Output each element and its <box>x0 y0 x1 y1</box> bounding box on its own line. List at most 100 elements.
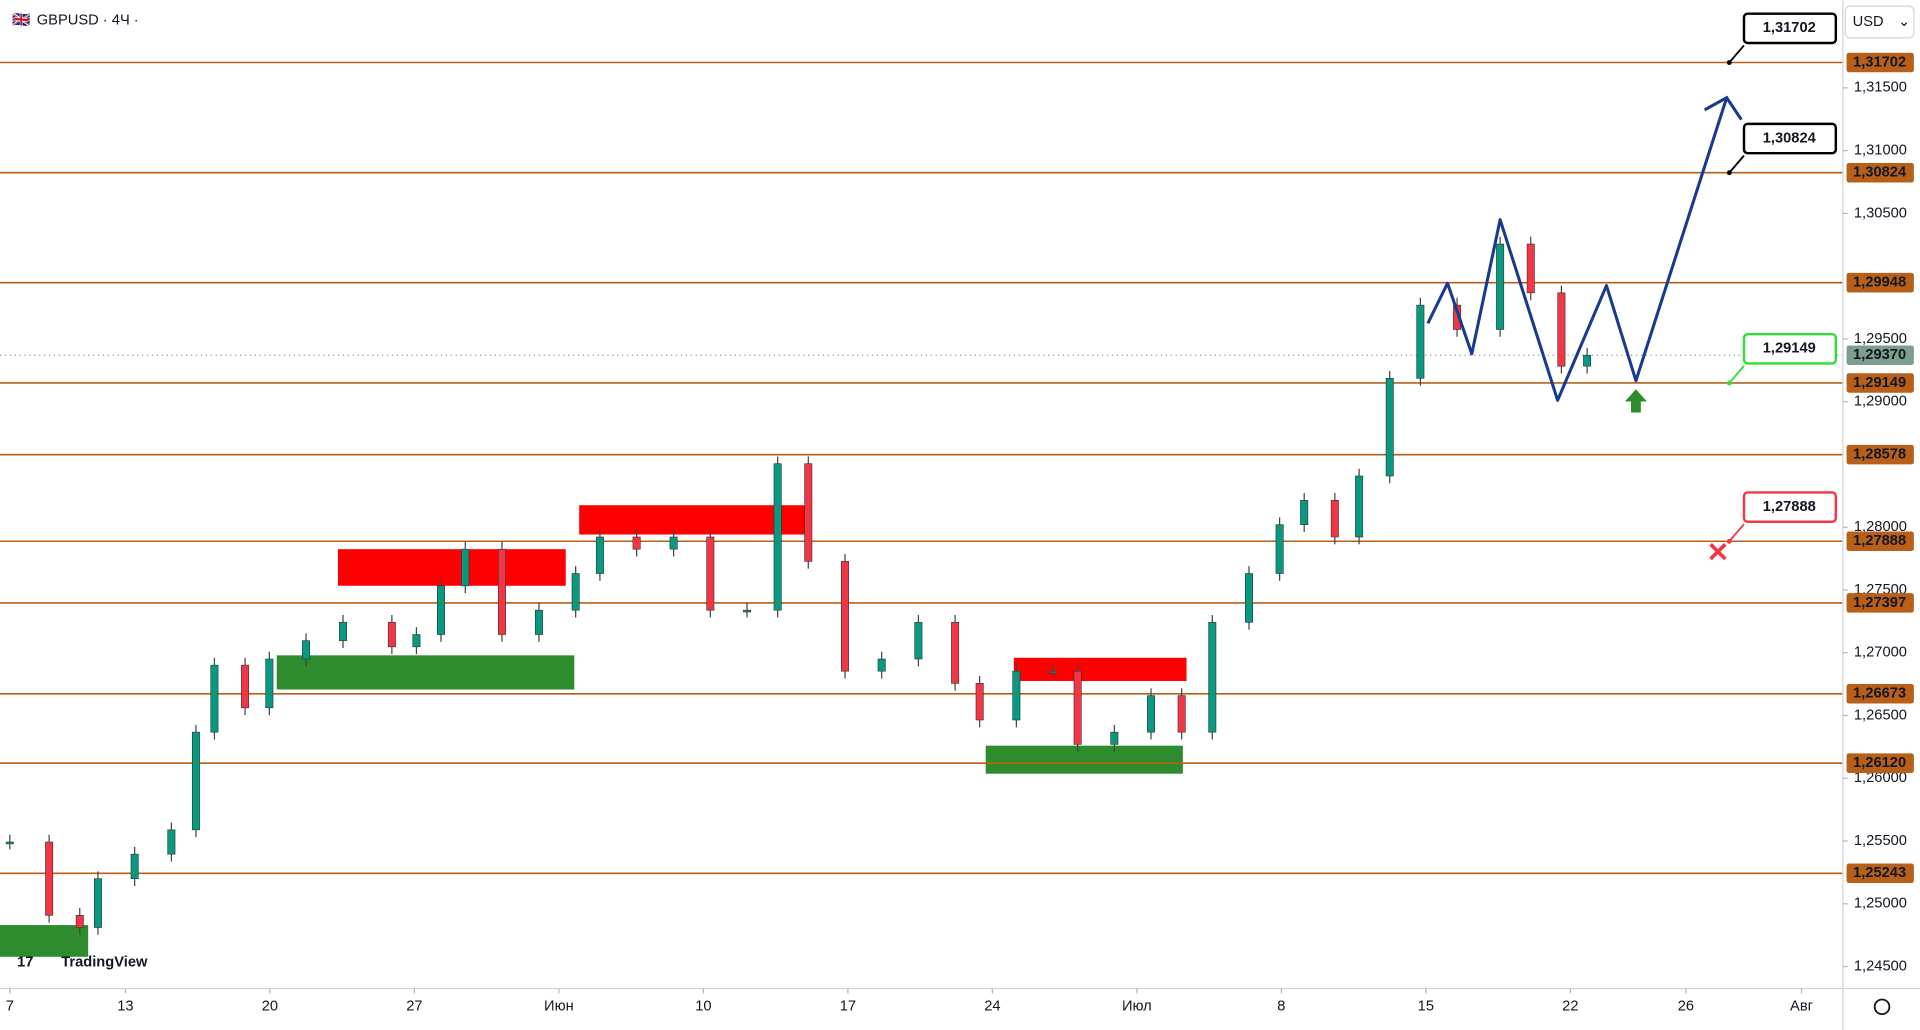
candle <box>93 878 102 928</box>
candle <box>595 536 604 574</box>
candle <box>1416 304 1425 379</box>
level-label-bg <box>1846 593 1914 613</box>
x-tick-label: 10 <box>695 999 711 1015</box>
y-tick-label: 1,26000 <box>1854 770 1907 786</box>
callout-dot <box>1726 170 1732 176</box>
candle <box>975 683 984 721</box>
level-label-bg <box>1846 52 1914 73</box>
candle <box>669 536 678 550</box>
buy-arrow <box>1624 389 1647 413</box>
x-tick-label: Июл <box>1122 999 1152 1015</box>
level-label-bg <box>1846 444 1914 465</box>
candle <box>1385 378 1394 477</box>
y-tick-label: 1,25000 <box>1854 896 1907 912</box>
x-tick-label: 15 <box>1418 999 1434 1015</box>
candle <box>804 463 813 562</box>
candle <box>437 585 445 635</box>
x-tick-label: 26 <box>1678 999 1694 1015</box>
candle <box>387 622 396 648</box>
candle <box>167 829 176 855</box>
callout-box <box>1742 332 1838 365</box>
callout-leader <box>1728 155 1745 174</box>
level-label: 1,31702 <box>1853 54 1906 70</box>
level-label: 1,26673 <box>1853 686 1906 702</box>
candle <box>265 658 274 709</box>
candle <box>5 841 14 845</box>
level-label: 1,29149 <box>1853 375 1906 391</box>
y-tick-label: 1,24500 <box>1854 958 1907 974</box>
candle <box>1073 670 1082 745</box>
settings-button[interactable] <box>1873 998 1891 1016</box>
candle <box>241 664 250 709</box>
level-label: 1,27397 <box>1853 595 1906 611</box>
candle <box>534 609 543 635</box>
level-label: 1,29948 <box>1853 275 1906 291</box>
y-tick-label: 1,26500 <box>1854 707 1907 723</box>
y-tick-label: 1,29000 <box>1854 394 1907 410</box>
y-tick-label: 1,29500 <box>1854 331 1907 347</box>
level-label-bg <box>1846 753 1914 773</box>
candle <box>191 731 200 831</box>
candle <box>1355 475 1364 538</box>
candle <box>497 548 506 635</box>
callout-box <box>1742 12 1838 45</box>
x-tick-label: Июн <box>544 999 574 1015</box>
candle <box>1147 695 1156 733</box>
level-label: 1,25243 <box>1853 865 1906 881</box>
x-tick-label: 17 <box>840 999 856 1015</box>
candle <box>1208 622 1217 733</box>
callout-dot <box>1726 60 1732 65</box>
x-tick-label: 8 <box>1277 999 1285 1015</box>
y-tick-label: 1,25500 <box>1854 833 1907 849</box>
candle <box>1245 573 1253 623</box>
supply-zone <box>579 505 812 535</box>
candle <box>130 853 139 879</box>
currency-label: USD <box>1853 14 1884 30</box>
x-tick-label: 13 <box>117 999 133 1015</box>
level-label-bg <box>1846 684 1914 704</box>
candle <box>743 609 752 613</box>
callout-leader <box>1728 44 1745 64</box>
supply-zone <box>337 549 566 586</box>
level-label-bg <box>1846 531 1914 552</box>
callout-box <box>1742 491 1838 523</box>
candle <box>412 634 421 648</box>
candle <box>75 915 84 928</box>
demand-zone <box>985 745 1183 774</box>
level-label-bg <box>1846 373 1914 393</box>
demand-zone <box>276 655 575 690</box>
candle <box>1049 670 1058 674</box>
candle <box>914 622 923 660</box>
logo: TradingView <box>61 955 148 971</box>
candle <box>773 463 782 611</box>
symbol-title: GBPUSD · 4Ч · <box>37 13 139 29</box>
level-label-bg <box>1846 162 1914 183</box>
callout-box <box>1742 122 1838 155</box>
candle <box>339 622 348 641</box>
callout-label: 1,27888 <box>1763 499 1816 515</box>
level-label: 1,27888 <box>1853 533 1906 549</box>
cancel-mark <box>1709 542 1727 561</box>
candle <box>841 561 849 672</box>
last-price-label: 1,29370 <box>1853 347 1906 363</box>
x-tick-label: 24 <box>984 999 1000 1015</box>
last-price-bg <box>1846 345 1914 365</box>
callout-label: 1,31702 <box>1763 20 1816 36</box>
callout-label: 1,29149 <box>1763 341 1816 357</box>
x-tick-label: 20 <box>262 999 278 1015</box>
callout-leader <box>1728 523 1745 542</box>
callout-dot <box>1726 538 1732 544</box>
x-tick-label: Авг <box>1790 999 1813 1015</box>
y-tick-label: 1,28000 <box>1854 519 1907 535</box>
candle <box>706 536 715 611</box>
candle <box>1526 243 1535 294</box>
candle <box>632 536 641 550</box>
currency-select[interactable] <box>1844 5 1915 39</box>
supply-zone <box>1013 657 1187 681</box>
flag-icon: 🇬🇧 <box>12 12 30 29</box>
candle <box>1110 731 1119 745</box>
level-label-bg <box>1846 863 1914 884</box>
candle <box>1496 243 1505 330</box>
